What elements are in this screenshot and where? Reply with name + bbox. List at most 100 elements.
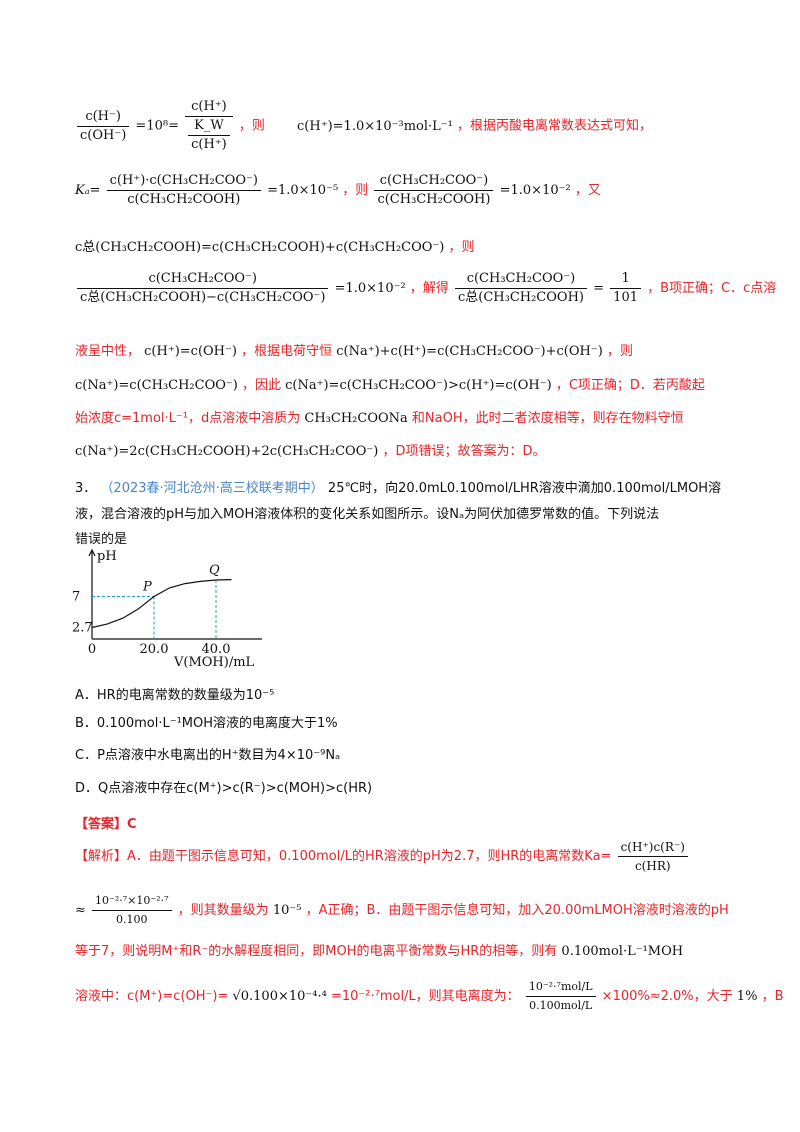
fraction-denominator: c(OH⁻) <box>80 127 127 143</box>
solution-line-6: c(Na⁺)=c(CH₃CH₂COO⁻) ，因此 c(Na⁺)=c(CH₃CH₂… <box>75 374 705 393</box>
solution-text: ，则 <box>606 344 633 359</box>
fraction-denominator: 0.100mol/L <box>529 999 593 1012</box>
fraction-numerator: c(CH₃CH₂COO⁻) <box>374 172 494 191</box>
fraction-denominator: 101 <box>613 290 638 305</box>
equation-text: 0.100mol·L⁻¹MOH <box>561 944 684 959</box>
analysis-text: ×100%≈2.0%，大于 <box>601 989 733 1004</box>
analysis-line-3: 等于7，则说明M⁺和R⁻的水解程度相同，即MOH的电离平衡常数与HR的相等，则有… <box>75 940 683 959</box>
y-tick-label: 7 <box>72 590 80 605</box>
solution-text: ，根据电荷守恒 <box>241 344 333 359</box>
option-a[interactable]: A．HR的电离常数的数量级为10⁻⁵ <box>75 688 275 703</box>
ratio-fraction: c(CH₃CH₂COO⁻) c总(CH₃CH₂COOH)−c(CH₃CH₂COO… <box>77 270 329 307</box>
question-stem: 错误的是 <box>75 532 128 547</box>
option-d[interactable]: D．Q点溶液中存在c(M⁺)>c(R⁻)>c(MOH)>c(HR) <box>75 781 373 796</box>
analysis-text: ，A正确；B．由题干图示信息可知，加入20.00mLMOH溶液时溶液的pH <box>305 903 729 918</box>
series-line <box>91 579 232 629</box>
solution-text: ，C项正确；D．若丙酸起 <box>555 378 705 393</box>
sqrt-expression: √0.100×10⁻⁴·⁴ <box>232 989 327 1004</box>
point-label-p: P <box>142 580 152 595</box>
answer-line: 【答案】C <box>75 813 137 832</box>
equation-text: CH₃CH₂COONa <box>304 411 408 426</box>
compound-fraction: c(H⁺) K_W c(H⁺) <box>185 98 233 154</box>
question-number: 3． <box>75 481 97 496</box>
equation-text: =1.0×10⁻² <box>499 183 571 198</box>
solution-text: ，则 <box>342 183 369 198</box>
analysis-text: ，则其数量级为 <box>177 903 269 918</box>
x-tick-label: 20.0 <box>140 642 169 657</box>
fraction-numerator: 10⁻²·⁷mol/L <box>525 978 596 997</box>
ph-titration-chart: pH 2.7 7 0 20.0 40.0V(MOH)/mL P Q <box>72 548 262 669</box>
point-label-q: Q <box>209 563 220 578</box>
ratio-fraction: c(CH₃CH₂COO⁻) c总(CH₃CH₂COOH) <box>454 270 587 307</box>
solution-text: 和NaOH，此时二者浓度相等，则存在物料守恒 <box>411 411 684 426</box>
fraction-numerator: c(H⁺)c(R⁻) <box>617 838 688 857</box>
question-3-line-1: 3． （2023春·河北沧州·高三校联考期中） 25℃时，向20.0mL0.10… <box>75 477 721 496</box>
solution-text: ，则 <box>238 118 265 134</box>
ka-value-fraction: 10⁻²·⁷×10⁻²·⁷ 0.100 <box>92 892 172 929</box>
question-stem: 液，混合溶液的pH与加入MOH溶液体积的变化关系如图所示。设Nₐ为阿伏加德罗常数… <box>75 507 660 522</box>
analysis-text: 等于7，则说明M⁺和R⁻的水解程度相同，即MOH的电离平衡常数与HR的相等，则有 <box>75 944 558 959</box>
fraction-numerator: c(H⁺) <box>185 98 233 117</box>
fraction-numerator: c(CH₃CH₂COO⁻) <box>77 270 329 289</box>
fraction-numerator: 10⁻²·⁷×10⁻²·⁷ <box>92 892 172 911</box>
ka-fraction: c(H⁺)·c(CH₃CH₂COO⁻) c(CH₃CH₂COOH) <box>106 172 261 209</box>
equation-text: c(H⁺)=c(OH⁻) <box>144 344 237 359</box>
analysis-text: 溶液中：c(M⁺)=c(OH⁻)= <box>75 989 229 1004</box>
solution-line-7: 始浓度c=1mol·L⁻¹，d点溶液中溶质为 CH₃CH₂COONa 和NaOH… <box>75 407 684 426</box>
fraction-denominator: c(CH₃CH₂COOH) <box>377 192 491 207</box>
result-fraction: 1 101 <box>610 270 641 307</box>
analysis-line-2: ≈ 10⁻²·⁷×10⁻²·⁷ 0.100 ，则其数量级为 10⁻⁵ ，A正确；… <box>75 892 729 929</box>
solution-text: ，根据丙酸电离常数表达式可知， <box>457 118 653 134</box>
fraction-numerator: 1 <box>610 270 641 289</box>
equation-text: c总(CH₃CH₂COOH)=c(CH₃CH₂COOH)+c(CH₃CH₂COO… <box>75 240 445 255</box>
solution-line-5: 液呈中性， c(H⁺)=c(OH⁻) ，根据电荷守恒 c(Na⁺)+c(H⁺)=… <box>75 340 633 359</box>
equation-text: c(Na⁺)=c(CH₃CH₂COO⁻)>c(H⁺)=c(OH⁻) <box>285 378 552 393</box>
question-source: （2023春·河北沧州·高三校联考期中） <box>100 481 324 496</box>
analysis-line-1: 【解析】A．由题干图示信息可知，0.100mol/L的HR溶液的pH为2.7，则… <box>75 838 690 875</box>
fraction-numerator: c(H⁻) <box>77 108 130 127</box>
question-3-line-2: 液，混合溶液的pH与加入MOH溶液体积的变化关系如图所示。设Nₐ为阿伏加德罗常数… <box>75 503 659 522</box>
fraction-denominator: 0.100 <box>116 913 148 926</box>
y-tick-label: 2.7 <box>72 620 93 635</box>
equation-text: c(Na⁺)=c(CH₃CH₂COO⁻) <box>75 378 238 393</box>
solution-text: ，D项错误；故答案为：D。 <box>382 444 546 459</box>
equation-text: c(Na⁺)=2c(CH₃CH₂COOH)+2c(CH₃CH₂COO⁻) <box>75 444 379 459</box>
equation-text: =10⁸= <box>135 118 179 134</box>
fraction-denominator: K_W c(H⁺) <box>185 117 233 154</box>
ionization-fraction: 10⁻²·⁷mol/L 0.100mol/L <box>525 978 596 1015</box>
x-tick-label: 40.0 <box>202 642 231 657</box>
solution-text: ，又 <box>574 183 601 198</box>
equation-text: =1.0×10⁻⁵ <box>267 183 339 198</box>
question-3-line-3: 错误的是 <box>75 528 127 547</box>
option-b[interactable]: B．0.100mol·L⁻¹MOH溶液的电离度大于1% <box>75 716 338 731</box>
solution-text: ，解得 <box>409 281 449 296</box>
fraction-denominator: c总(CH₃CH₂COOH)−c(CH₃CH₂COO⁻) <box>80 290 326 305</box>
option-c[interactable]: C．P点溶液中水电离出的H⁺数目为4×10⁻⁹Nₐ <box>75 748 341 763</box>
ratio-fraction: c(CH₃CH₂COO⁻) c(CH₃CH₂COOH) <box>374 172 494 209</box>
fraction-denominator: c总(CH₃CH₂COOH) <box>457 290 584 305</box>
question-stem: 25℃时，向20.0mL0.100mol/LHR溶液中滴加0.100mol/LM… <box>327 481 722 496</box>
solution-text: 始浓度c=1mol·L⁻¹，d点溶液中溶质为 <box>75 411 301 426</box>
fraction-numerator: K_W <box>188 117 230 136</box>
solution-text: ，则 <box>448 240 475 255</box>
x-axis-label: V(MOH)/mL <box>173 655 255 669</box>
solution-line-4: c(CH₃CH₂COO⁻) c总(CH₃CH₂COOH)−c(CH₃CH₂COO… <box>75 270 776 307</box>
fraction-denominator: c(HR) <box>634 859 671 873</box>
y-axis-label: pH <box>97 549 117 564</box>
analysis-text: ，B <box>761 989 784 1004</box>
solution-text: ，因此 <box>241 378 281 393</box>
equation-text: =1.0×10⁻² <box>334 281 406 296</box>
equation-text: c(Na⁺)+c(H⁺)=c(CH₃CH₂COO⁻)+c(OH⁻) <box>336 344 603 359</box>
answer-label: 【答案】C <box>75 817 137 832</box>
chart-axes <box>88 548 262 640</box>
fraction-numerator: c(H⁺)·c(CH₃CH₂COO⁻) <box>106 172 261 191</box>
ratio-fraction: c(H⁻) c(OH⁻) <box>77 108 130 145</box>
solution-line-8: c(Na⁺)=2c(CH₃CH₂COOH)+2c(CH₃CH₂COO⁻) ，D项… <box>75 440 545 459</box>
x-tick-label: 0 <box>88 642 96 657</box>
solution-text: 液呈中性， <box>75 344 141 359</box>
analysis-line-4: 溶液中：c(M⁺)=c(OH⁻)= √0.100×10⁻⁴·⁴ =10⁻²·⁷m… <box>75 978 783 1015</box>
equation-text: 10⁻⁵ <box>272 903 302 918</box>
solution-line-3: c总(CH₃CH₂COOH)=c(CH₃CH₂COOH)+c(CH₃CH₂COO… <box>75 236 475 255</box>
inner-fraction: K_W c(H⁺) <box>188 117 230 154</box>
solution-line-2: Kₐ= c(H⁺)·c(CH₃CH₂COO⁻) c(CH₃CH₂COOH) =1… <box>75 172 601 209</box>
